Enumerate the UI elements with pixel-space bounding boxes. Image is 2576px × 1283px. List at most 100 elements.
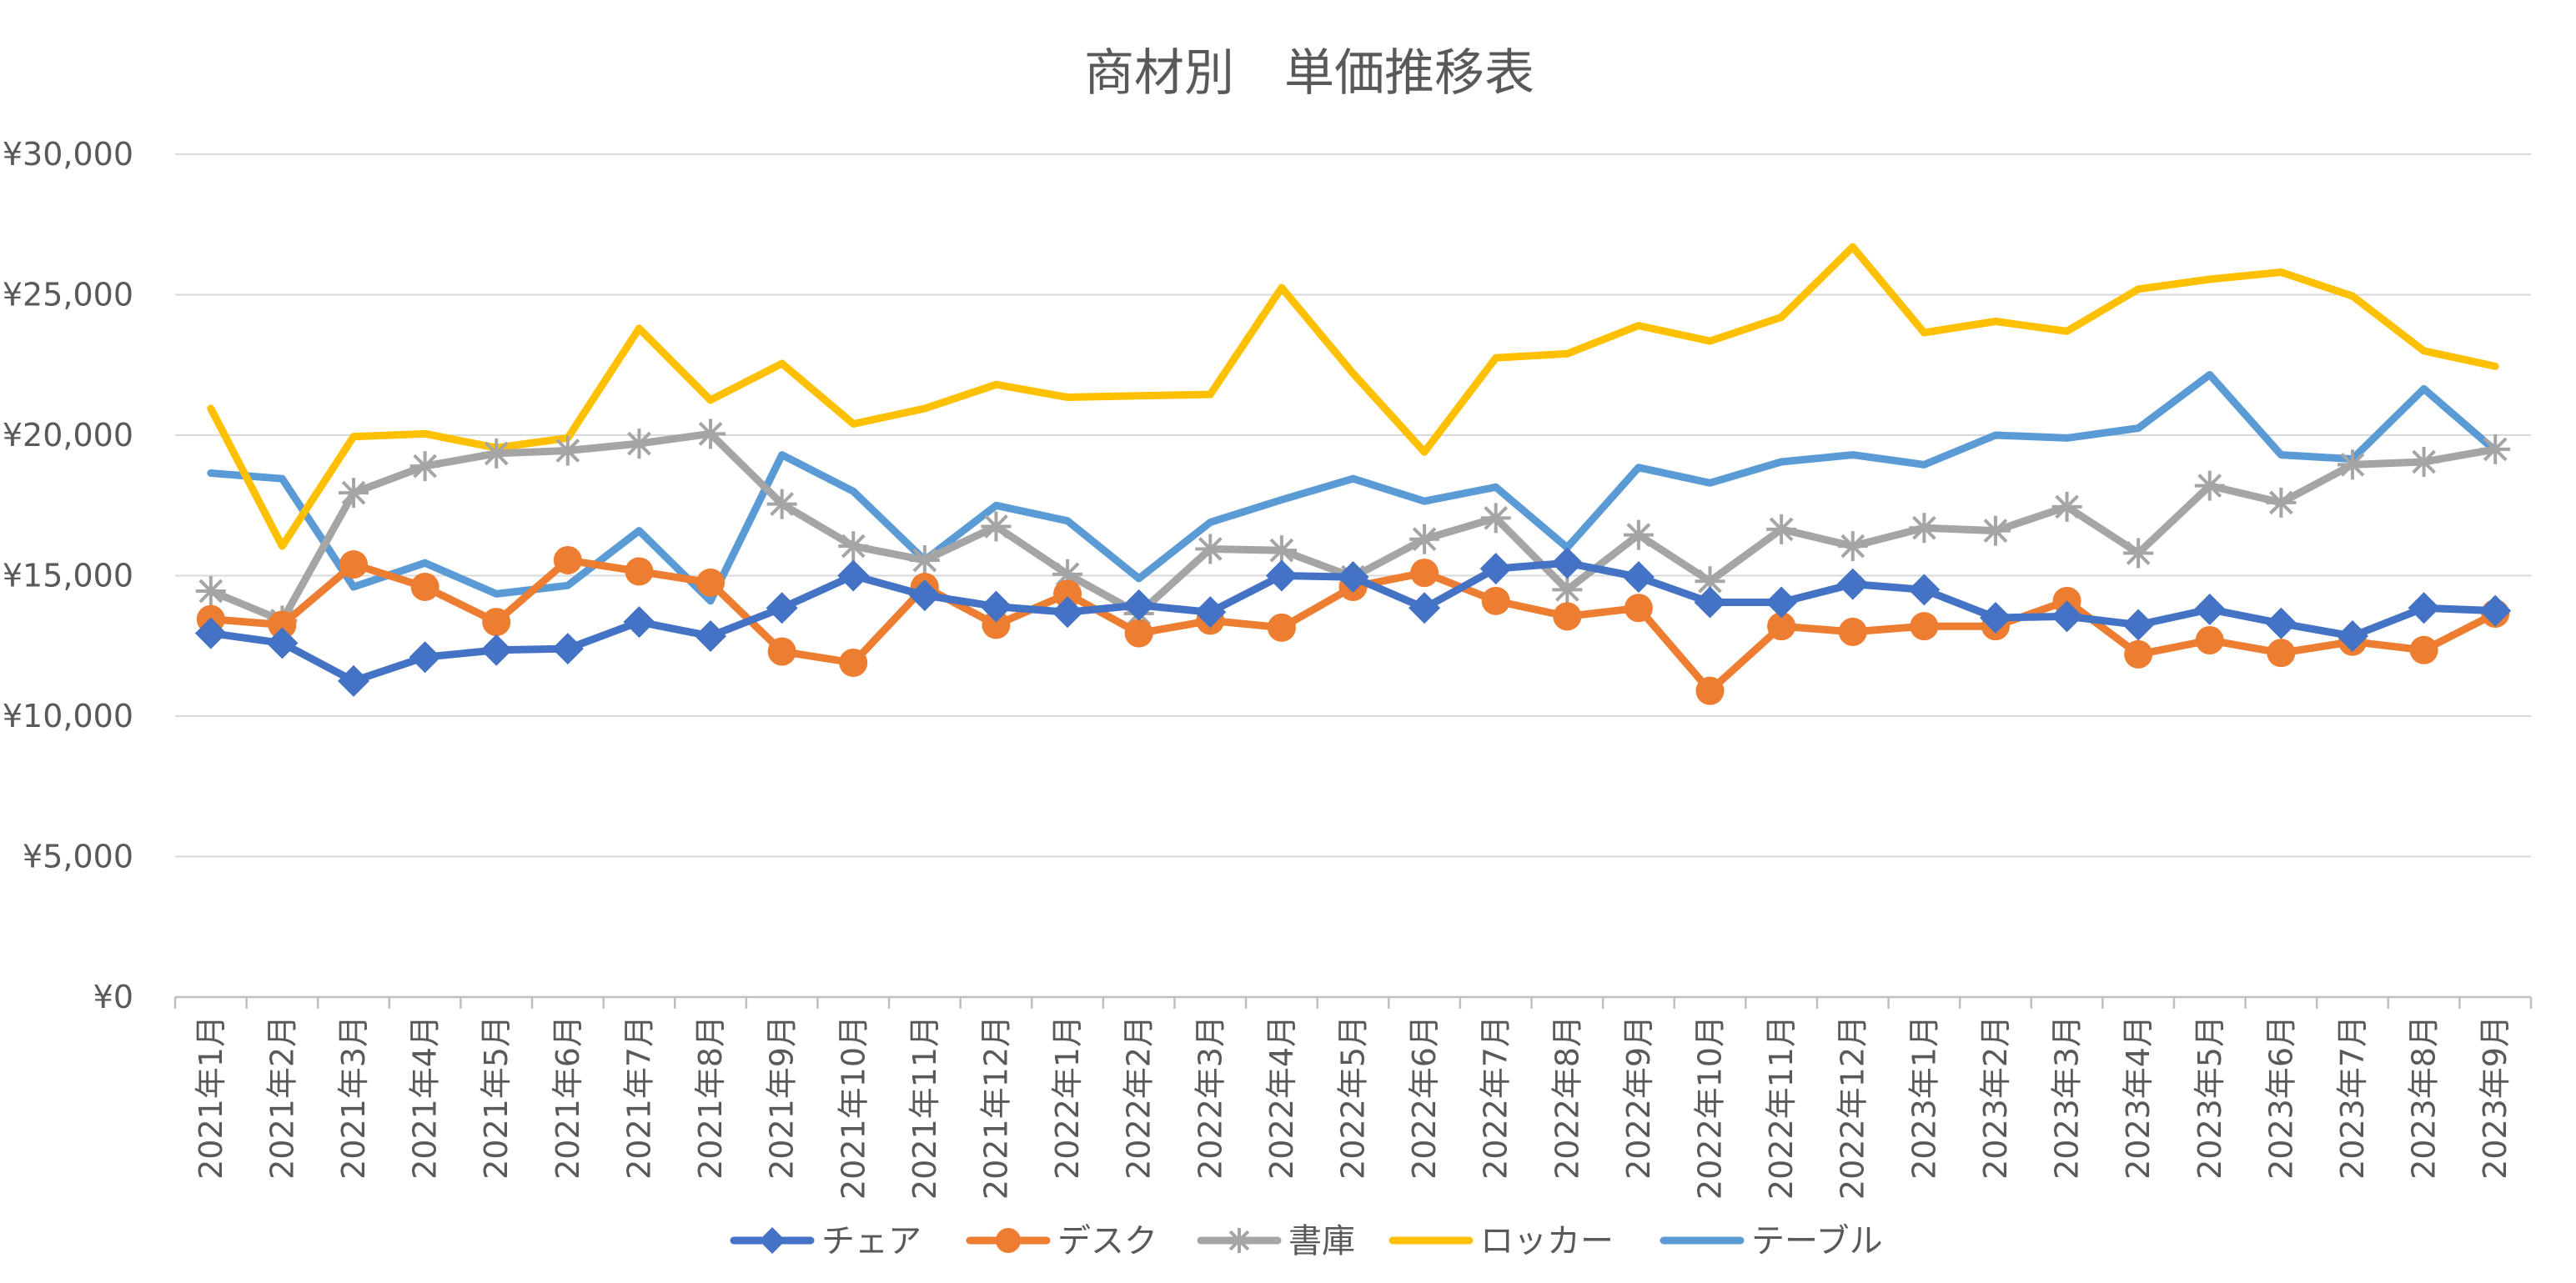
data-point (1836, 568, 1869, 600)
data-point (1409, 524, 1440, 554)
data-point (482, 608, 511, 637)
x-tick-label: 2021年10月 (835, 1015, 871, 1200)
data-point (409, 451, 440, 482)
data-point (1695, 566, 1725, 597)
y-tick-label: ¥5,000 (23, 839, 133, 875)
data-point (553, 545, 582, 574)
data-point (2408, 447, 2439, 478)
data-point (339, 478, 369, 509)
x-tick-label: 2021年5月 (478, 1015, 515, 1180)
x-tick-label: 2021年6月 (550, 1015, 586, 1180)
data-point (266, 627, 299, 659)
data-point (1266, 535, 1297, 566)
data-point (2123, 538, 2154, 569)
data-point (409, 641, 441, 674)
x-tick-label: 2021年4月 (407, 1015, 444, 1180)
data-point (1551, 547, 1584, 579)
data-point (837, 559, 870, 592)
x-tick-label: 2023年1月 (1906, 1015, 1942, 1180)
legend-label: 書庫 (1288, 1222, 1355, 1260)
data-point (1623, 519, 1654, 550)
x-tick-label: 2023年7月 (2334, 1015, 2371, 1180)
data-point (1695, 676, 1725, 705)
data-point (480, 634, 513, 666)
x-tick-label: 2022年9月 (1620, 1015, 1657, 1180)
data-point (1479, 553, 1512, 585)
x-tick-label: 2022年11月 (1763, 1015, 1800, 1200)
series-line (207, 243, 2499, 550)
data-point (1195, 534, 1226, 564)
x-tick-label: 2022年7月 (1478, 1015, 1514, 1180)
x-tick-label: 2021年7月 (620, 1015, 657, 1180)
data-point (339, 550, 369, 579)
x-tick-label: 2022年6月 (1406, 1015, 1443, 1180)
data-point (195, 576, 226, 607)
y-tick-label: ¥10,000 (3, 698, 133, 734)
data-point (759, 1227, 786, 1254)
data-point (1765, 586, 1798, 619)
data-point (1980, 515, 2011, 546)
data-point (2337, 449, 2368, 480)
data-point (2195, 626, 2224, 655)
x-tick-label: 2021年9月 (764, 1015, 801, 1180)
x-tick-label: 2023年6月 (2262, 1015, 2299, 1180)
data-point (268, 610, 297, 639)
data-point (696, 568, 726, 597)
legend-entry: ロッカー (1388, 1222, 1614, 1260)
data-point (766, 592, 798, 624)
data-point (1838, 617, 1867, 646)
data-point (980, 590, 1012, 623)
data-point (2193, 593, 2226, 625)
data-point (1124, 619, 1153, 648)
data-point (551, 633, 584, 665)
data-point (1910, 612, 1939, 641)
x-tick-label: 2022年5月 (1335, 1015, 1372, 1180)
chart-title: 商材別 単価推移表 (1084, 44, 1534, 103)
x-tick-label: 2023年4月 (2120, 1015, 2157, 1180)
data-point (2480, 434, 2511, 464)
data-point (1052, 559, 1083, 589)
gridlines (175, 153, 2531, 858)
data-point (838, 531, 869, 562)
data-point (625, 557, 654, 586)
data-point (767, 637, 796, 666)
legend-entry: 書庫 (1197, 1222, 1355, 1260)
y-tick-label: ¥15,000 (3, 558, 133, 594)
data-point (1122, 589, 1155, 621)
data-point (624, 429, 655, 459)
series-1 (194, 547, 2512, 697)
data-point (1194, 596, 1227, 629)
data-point (839, 648, 868, 677)
data-point (982, 610, 1011, 639)
data-point (908, 579, 941, 612)
data-point (2267, 639, 2296, 668)
data-point (1909, 513, 1940, 544)
data-point (996, 1228, 1021, 1253)
data-point (1265, 559, 1298, 592)
x-tick-label: 2022年10月 (1692, 1015, 1729, 1200)
legend: チェア デスク 書庫 ロッカー テーブル (730, 1222, 1883, 1260)
data-point (410, 572, 439, 601)
x-tick-label: 2022年12月 (1835, 1015, 1871, 1200)
series-4 (207, 243, 2499, 550)
data-point (1267, 613, 1296, 642)
data-point (1694, 586, 1726, 619)
data-point (2122, 609, 2155, 641)
data-point (1481, 586, 1510, 615)
x-tick-label: 2023年5月 (2192, 1015, 2228, 1180)
data-point (1979, 602, 2011, 634)
x-tick-label: 2023年2月 (1977, 1015, 2014, 1180)
x-tick-label: 2021年8月 (692, 1015, 729, 1180)
series-3 (195, 418, 2511, 636)
y-tick-label: ¥20,000 (3, 417, 133, 454)
data-point (2479, 594, 2512, 627)
data-point (1227, 1228, 1252, 1253)
x-tick-label: 2022年8月 (1549, 1015, 1585, 1180)
data-point (1622, 561, 1655, 594)
data-point (1767, 612, 1796, 641)
data-point (1837, 531, 1868, 562)
data-point (1552, 574, 1583, 605)
data-point (766, 489, 797, 519)
data-point (1624, 594, 1653, 623)
data-point (981, 511, 1012, 542)
